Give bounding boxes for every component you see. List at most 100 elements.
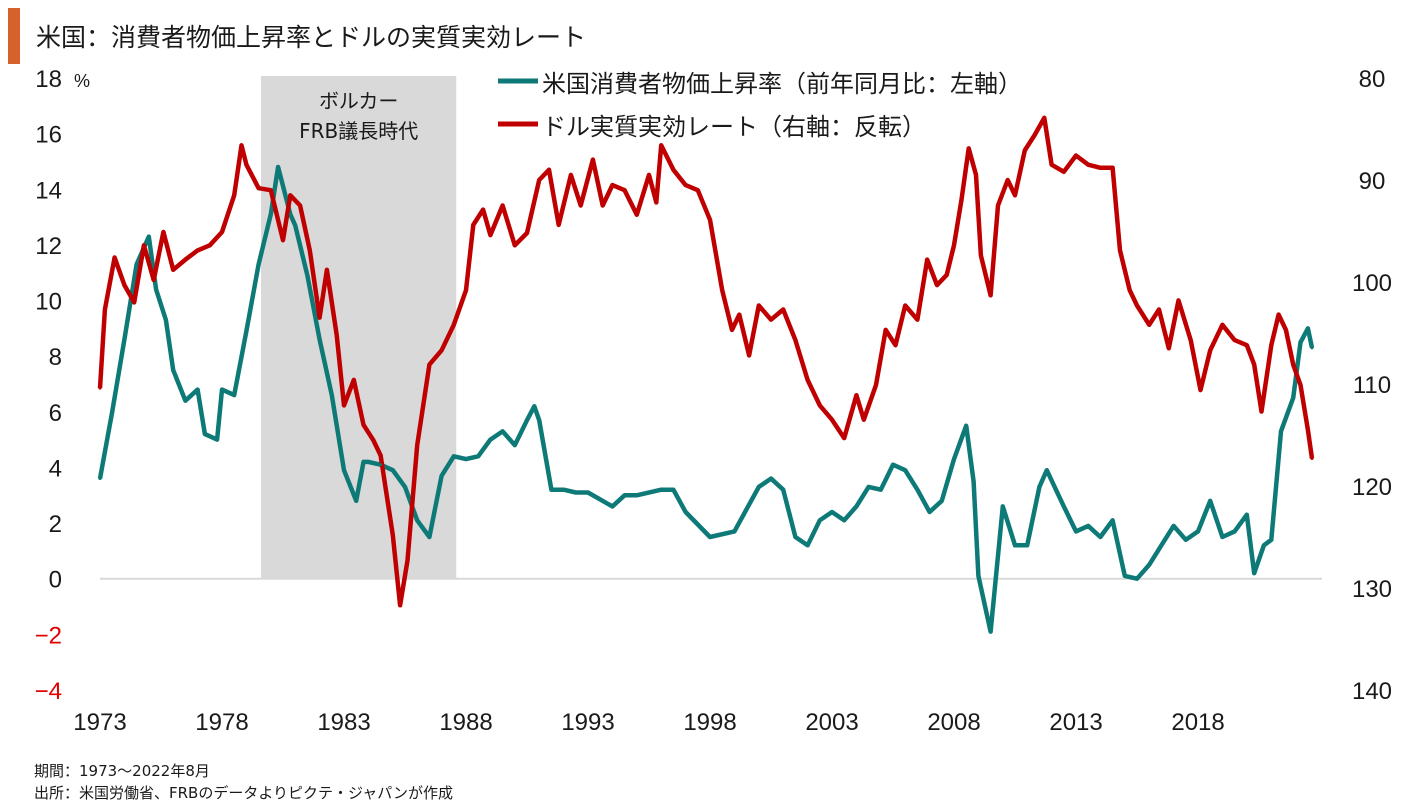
data-point-cpi — [318, 337, 322, 341]
data-point-cpi — [288, 212, 292, 216]
data-point-reer — [862, 418, 866, 422]
data-point-reer — [952, 243, 956, 247]
data-point-cpi — [476, 454, 480, 458]
data-point-reer — [240, 143, 244, 147]
data-point-reer — [684, 183, 688, 187]
series-line-cpi — [97, 164, 1315, 634]
data-point-reer — [854, 393, 858, 397]
data-point-cpi — [415, 518, 419, 522]
data-point-reer — [471, 223, 475, 227]
data-point-reer — [708, 218, 712, 222]
data-point-reer — [989, 293, 993, 297]
data-point-cpi — [928, 510, 932, 514]
data-point-cpi — [964, 424, 968, 428]
x-tick-label: 2018 — [1171, 709, 1224, 736]
data-point-cpi — [135, 262, 139, 266]
chart: ボルカー FRB議長時代 18 16 14 12 10 8 6 4 2 0 −2 −4 % 80 90 1… — [35, 66, 1392, 736]
right-tick-label: 140 — [1352, 678, 1392, 705]
right-tick-label: 130 — [1352, 576, 1392, 603]
data-point-reer — [959, 198, 963, 202]
data-point-cpi — [1159, 543, 1163, 547]
data-point-cpi — [830, 510, 834, 514]
data-point-cpi — [293, 223, 297, 227]
data-point-cpi — [1123, 574, 1127, 578]
data-point-cpi — [1220, 535, 1224, 539]
data-point-reer — [298, 204, 302, 207]
data-point-cpi — [171, 368, 175, 372]
data-point-cpi — [806, 543, 810, 547]
data-point-cpi — [903, 468, 907, 472]
data-point-reer — [654, 200, 658, 204]
data-point-reer — [974, 173, 978, 177]
data-point-reer — [647, 173, 651, 177]
data-point-reer — [244, 163, 248, 167]
data-point-reer — [281, 238, 285, 242]
data-point-cpi — [671, 488, 675, 492]
data-point-cpi — [379, 463, 383, 467]
data-point-reer — [601, 204, 605, 207]
data-point-reer — [696, 188, 700, 192]
data-point-reer — [183, 258, 187, 262]
data-point-reer — [769, 318, 773, 322]
data-point-reer — [440, 348, 444, 352]
data-point-reer — [152, 278, 156, 282]
data-point-reer — [1306, 428, 1310, 432]
data-point-reer — [220, 230, 224, 234]
data-point-reer — [747, 353, 751, 357]
left-tick-label: 8 — [49, 344, 62, 371]
data-point-cpi — [879, 488, 883, 492]
data-point-cpi — [232, 393, 236, 397]
data-point-cpi — [366, 460, 370, 464]
x-tick-label: 1993 — [561, 709, 614, 736]
x-tick-label: 2008 — [927, 709, 980, 736]
data-point-cpi — [1262, 543, 1266, 547]
data-point-reer — [1050, 163, 1054, 167]
data-point-reer — [720, 288, 724, 292]
data-point-reer — [659, 143, 663, 147]
data-point-cpi — [532, 404, 536, 408]
data-point-reer — [171, 268, 175, 272]
data-point-reer — [874, 383, 878, 387]
data-point-reer — [405, 558, 409, 562]
data-point-cpi — [305, 274, 309, 278]
data-point-cpi — [562, 488, 566, 492]
data-point-reer — [427, 363, 431, 367]
data-point-reer — [1198, 388, 1202, 392]
data-point-reer — [1042, 116, 1046, 120]
data-point-cpi — [708, 535, 712, 539]
data-point-reer — [196, 248, 200, 252]
data-point-reer — [161, 230, 165, 234]
data-point-reer — [569, 173, 573, 177]
data-point-reer — [208, 243, 212, 247]
data-point-cpi — [1135, 577, 1139, 581]
legend-label-reer: ドル実質実効レート（右軸：反転） — [542, 113, 926, 141]
data-point-reer — [757, 303, 761, 307]
data-point-cpi — [183, 399, 187, 403]
data-point-cpi — [610, 504, 614, 508]
data-point-cpi — [793, 535, 797, 539]
left-tick-label: 18 — [35, 66, 62, 93]
data-point-reer — [1157, 308, 1161, 312]
x-tick-label: 2003 — [805, 709, 858, 736]
data-point-reer — [925, 258, 929, 262]
data-point-cpi — [196, 388, 200, 392]
right-tick-label: 100 — [1352, 270, 1392, 297]
data-point-reer — [352, 378, 356, 382]
data-point-reer — [1023, 148, 1027, 152]
data-point-reer — [257, 186, 261, 190]
legend-label-cpi: 米国消費者物価上昇率（前年同月比：左軸） — [542, 70, 1022, 98]
legend: 米国消費者物価上昇率（前年同月比：左軸） ドル実質実効レート（右軸：反転） — [498, 70, 1022, 141]
data-point-cpi — [215, 438, 219, 442]
data-point-cpi — [1098, 535, 1102, 539]
data-point-cpi — [1269, 538, 1273, 542]
data-point-cpi — [525, 418, 529, 422]
data-point-reer — [945, 273, 949, 277]
right-tick-label: 110 — [1353, 372, 1391, 399]
data-point-cpi — [1310, 346, 1314, 350]
data-point-reer — [737, 313, 741, 317]
data-point-cpi — [549, 488, 553, 492]
data-point-cpi — [354, 499, 358, 503]
data-point-reer — [1177, 298, 1181, 302]
footnote-period: 期間：1973～2022年8月 — [34, 762, 210, 780]
data-point-cpi — [464, 457, 468, 461]
